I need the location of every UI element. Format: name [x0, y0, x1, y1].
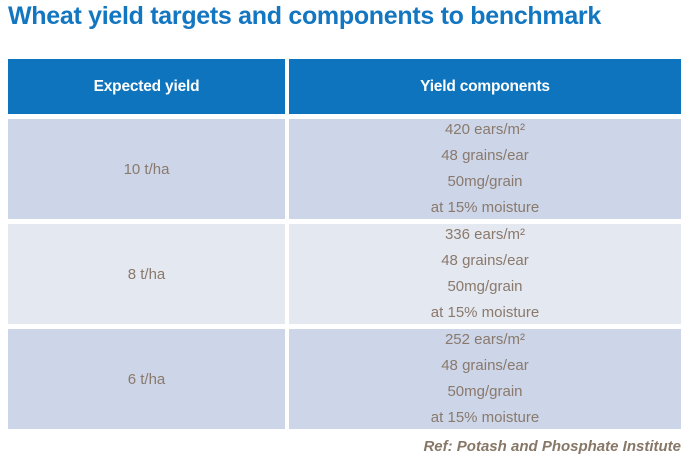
column-header-yield-components: Yield components: [289, 59, 681, 114]
component-line: at 15% moisture: [430, 304, 540, 321]
component-line: 48 grains/ear: [441, 252, 529, 269]
yield-components-cell: 252 ears/m² 48 grains/ear 50mg/grain at …: [289, 329, 681, 429]
page-title: Wheat yield targets and components to be…: [8, 2, 601, 30]
component-line: 48 grains/ear: [441, 147, 529, 164]
component-line: 48 grains/ear: [441, 357, 529, 374]
component-line: 336 ears/m²: [444, 226, 526, 243]
component-line: 50mg/grain: [447, 173, 523, 190]
component-line: at 15% moisture: [430, 409, 540, 426]
component-line: 50mg/grain: [447, 383, 523, 400]
expected-yield-cell: 6 t/ha: [8, 329, 285, 429]
component-line: 50mg/grain: [447, 278, 523, 295]
yield-components-cell: 336 ears/m² 48 grains/ear 50mg/grain at …: [289, 224, 681, 324]
component-line: at 15% moisture: [430, 199, 540, 216]
column-header-expected-yield: Expected yield: [8, 59, 285, 114]
expected-yield-cell: 8 t/ha: [8, 224, 285, 324]
component-line: 252 ears/m²: [444, 331, 526, 348]
yield-components-cell: 420 ears/m² 48 grains/ear 50mg/grain at …: [289, 119, 681, 219]
component-line: 420 ears/m²: [444, 121, 526, 138]
expected-yield-cell: 10 t/ha: [8, 119, 285, 219]
reference-note: Ref: Potash and Phosphate Institute: [423, 438, 681, 455]
benchmark-table: Expected yield Yield components 10 t/ha …: [8, 59, 681, 429]
